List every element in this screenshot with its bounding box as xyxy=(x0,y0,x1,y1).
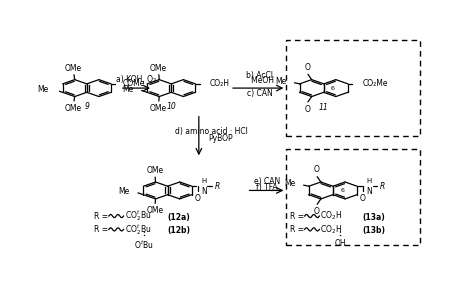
Text: (13b): (13b) xyxy=(363,226,386,235)
Text: OMe: OMe xyxy=(146,166,164,175)
Text: Me: Me xyxy=(275,77,287,86)
Text: N: N xyxy=(201,187,207,196)
Text: PyBOP: PyBOP xyxy=(209,134,233,143)
Text: CO$_2$H: CO$_2$H xyxy=(320,223,342,236)
Text: H: H xyxy=(201,178,207,184)
Text: 6: 6 xyxy=(331,86,335,90)
Text: R: R xyxy=(380,181,385,190)
Text: OMe: OMe xyxy=(150,104,167,113)
Text: MeOH: MeOH xyxy=(245,76,274,85)
Text: 10: 10 xyxy=(166,102,176,111)
Text: OH: OH xyxy=(335,239,346,248)
Text: CO$_2$H: CO$_2$H xyxy=(320,210,342,222)
Text: a) KOH, O₂: a) KOH, O₂ xyxy=(116,75,156,84)
Text: O: O xyxy=(360,194,366,203)
Text: f) TFA: f) TFA xyxy=(256,183,278,192)
Text: R =: R = xyxy=(290,225,304,234)
Text: (12b): (12b) xyxy=(168,226,191,235)
Text: Me: Me xyxy=(285,179,296,188)
Text: CO₂H: CO₂H xyxy=(210,79,229,88)
Text: CO₂Me: CO₂Me xyxy=(363,79,389,88)
Text: Me: Me xyxy=(118,187,129,196)
Text: CO$_2^t$Bu: CO$_2^t$Bu xyxy=(125,222,151,237)
Text: O: O xyxy=(304,63,310,72)
Text: O: O xyxy=(313,165,319,174)
Bar xyxy=(286,149,420,245)
Text: O: O xyxy=(313,207,319,216)
Text: 6: 6 xyxy=(340,188,344,193)
Text: b) AcCl: b) AcCl xyxy=(246,71,273,80)
Text: (12a): (12a) xyxy=(168,213,191,222)
Text: OMe: OMe xyxy=(64,64,82,73)
Text: CO$_2^t$Bu: CO$_2^t$Bu xyxy=(125,209,151,223)
Text: O: O xyxy=(195,194,201,203)
Text: OMe: OMe xyxy=(146,206,164,215)
Text: 11: 11 xyxy=(319,103,328,112)
Text: c) CAN: c) CAN xyxy=(246,89,273,98)
Text: N: N xyxy=(366,187,372,196)
Text: R =: R = xyxy=(290,212,304,221)
Text: O: O xyxy=(304,105,310,114)
Text: H: H xyxy=(366,178,372,184)
Text: COMe: COMe xyxy=(123,79,146,88)
Text: d) amino acid · HCl: d) amino acid · HCl xyxy=(175,127,248,136)
Text: O$^t$Bu: O$^t$Bu xyxy=(134,239,154,251)
Text: OMe: OMe xyxy=(64,104,82,113)
Text: Me: Me xyxy=(37,85,49,94)
Text: Me: Me xyxy=(122,85,133,94)
Text: R =: R = xyxy=(94,225,108,234)
Text: OMe: OMe xyxy=(150,64,167,73)
Text: e) CAN: e) CAN xyxy=(254,177,280,186)
Text: (13a): (13a) xyxy=(363,213,385,222)
Bar xyxy=(286,40,420,136)
Text: R: R xyxy=(215,181,220,190)
Text: 9: 9 xyxy=(84,102,89,111)
Text: R =: R = xyxy=(94,212,108,221)
